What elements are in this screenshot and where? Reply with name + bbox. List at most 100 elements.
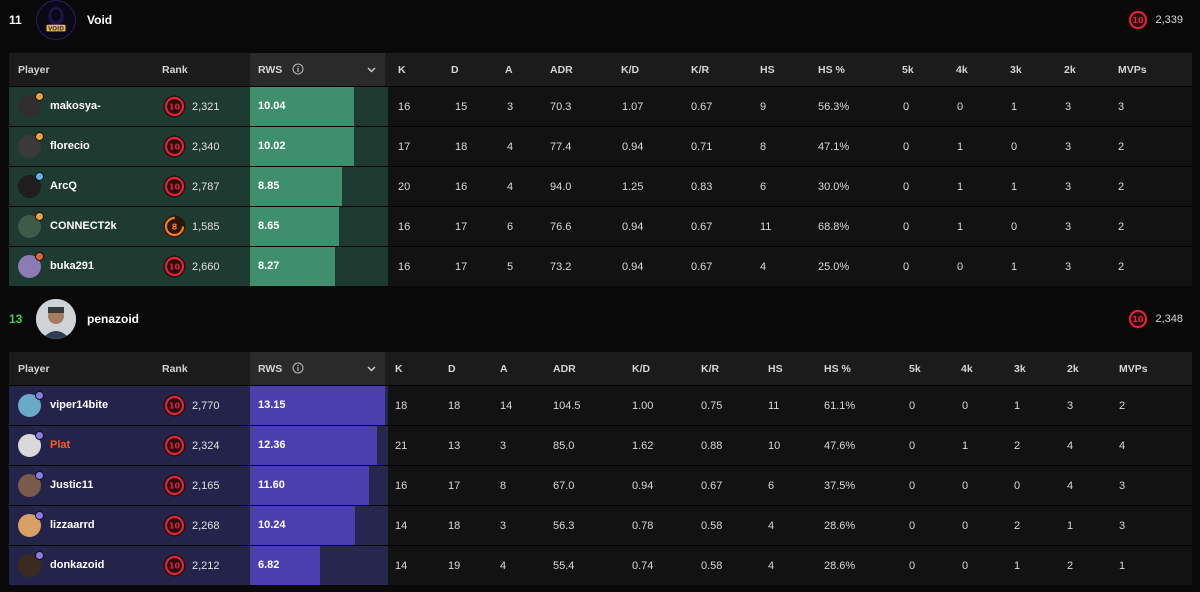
col-rws[interactable]: RWS bbox=[258, 363, 283, 375]
avatar[interactable] bbox=[18, 434, 41, 457]
avatar[interactable] bbox=[18, 215, 41, 238]
col-4k[interactable]: 4k bbox=[956, 64, 968, 76]
col-4k[interactable]: 4k bbox=[961, 363, 973, 375]
player-name[interactable]: lizzaarrd bbox=[50, 519, 95, 531]
player-name[interactable]: florecio bbox=[50, 140, 90, 152]
stat-kd: 1.07 bbox=[622, 101, 644, 113]
skill-level-icon: 8 bbox=[163, 215, 186, 238]
rws-bar bbox=[250, 386, 385, 425]
rws-column-header[interactable] bbox=[250, 53, 385, 86]
col-d[interactable]: D bbox=[448, 363, 456, 375]
stat-d: 17 bbox=[455, 221, 468, 233]
stat-hs: 9 bbox=[760, 101, 767, 113]
col-k[interactable]: K bbox=[398, 64, 406, 76]
col-kd[interactable]: K/D bbox=[632, 363, 651, 375]
col-5k[interactable]: 5k bbox=[909, 363, 921, 375]
stat-k: 18 bbox=[395, 400, 408, 412]
stat-k2: 1 bbox=[1067, 520, 1074, 532]
player-name[interactable]: Plat bbox=[50, 439, 71, 451]
col-a[interactable]: A bbox=[500, 363, 508, 375]
col-kd[interactable]: K/D bbox=[621, 64, 640, 76]
penazoid-avatar-icon bbox=[36, 299, 76, 339]
col-hs-pct[interactable]: HS % bbox=[818, 64, 845, 76]
info-icon[interactable] bbox=[292, 362, 304, 377]
info-icon[interactable] bbox=[292, 63, 304, 78]
team-score: 13 bbox=[9, 312, 23, 326]
player-name[interactable]: donkazoid bbox=[50, 559, 105, 571]
player-cell bbox=[9, 386, 250, 425]
avatar[interactable] bbox=[18, 255, 41, 278]
col-rank[interactable]: Rank bbox=[162, 363, 188, 375]
table-row: Plat 10 2,324 12.36 21 13 3 85.0 1.62 0.88 10 47.6%… bbox=[9, 425, 1192, 465]
rws-column-header[interactable] bbox=[250, 352, 385, 385]
player-name[interactable]: ArcQ bbox=[50, 180, 77, 192]
col-3k[interactable]: 3k bbox=[1014, 363, 1026, 375]
rws-value: 8.85 bbox=[258, 180, 280, 192]
stat-kr: 0.83 bbox=[691, 181, 713, 193]
team-avatar[interactable]: VOID bbox=[36, 0, 76, 40]
team-name[interactable]: Void bbox=[87, 13, 113, 27]
player-cell bbox=[9, 87, 250, 126]
player-elo: 2,268 bbox=[192, 519, 220, 532]
col-k[interactable]: K bbox=[395, 363, 403, 375]
stat-mvps: 2 bbox=[1119, 400, 1126, 412]
col-rws[interactable]: RWS bbox=[258, 64, 283, 76]
col-kr[interactable]: K/R bbox=[701, 363, 720, 375]
rws-cell: 10.04 bbox=[250, 87, 388, 126]
col-5k[interactable]: 5k bbox=[902, 64, 914, 76]
avatar[interactable] bbox=[18, 514, 41, 537]
rws-cell: 10.24 bbox=[250, 506, 388, 545]
chevron-down-icon[interactable] bbox=[367, 364, 376, 376]
avatar[interactable] bbox=[18, 394, 41, 417]
chevron-down-icon[interactable] bbox=[367, 65, 376, 77]
table-row: CONNECT2k 8 1,585 8.65 16 17 6 76.6 0.94 0.67 11 68… bbox=[9, 206, 1192, 246]
col-adr[interactable]: ADR bbox=[553, 363, 576, 375]
player-rank: 10 2,324 bbox=[163, 434, 220, 457]
player-name[interactable]: makosya- bbox=[50, 100, 101, 112]
col-mvps[interactable]: MVPs bbox=[1118, 64, 1147, 76]
membership-badge-icon bbox=[35, 252, 44, 261]
col-hs[interactable]: HS bbox=[760, 64, 775, 76]
col-2k[interactable]: 2k bbox=[1064, 64, 1076, 76]
stat-hsp: 28.6% bbox=[824, 520, 856, 532]
col-3k[interactable]: 3k bbox=[1010, 64, 1022, 76]
player-name[interactable]: viper14bite bbox=[50, 399, 109, 411]
avatar[interactable] bbox=[18, 95, 41, 118]
team-avatar[interactable] bbox=[36, 299, 76, 339]
stat-kd: 0.94 bbox=[622, 261, 644, 273]
col-rank[interactable]: Rank bbox=[162, 64, 188, 76]
stat-hs: 11 bbox=[768, 400, 780, 412]
col-hs-pct[interactable]: HS % bbox=[824, 363, 851, 375]
svg-text:8: 8 bbox=[172, 223, 178, 232]
avatar[interactable] bbox=[18, 474, 41, 497]
table-header: Player Rank RWS K D A ADR K/D K/R HS HS … bbox=[9, 53, 1192, 86]
stat-d: 16 bbox=[455, 181, 468, 193]
avatar[interactable] bbox=[18, 554, 41, 577]
level-badge-icon: 10 bbox=[1127, 9, 1149, 31]
table-row: Justic11 10 2,165 11.60 16 17 8 67.0 0.94 0.67 6 37… bbox=[9, 465, 1192, 505]
col-adr[interactable]: ADR bbox=[550, 64, 573, 76]
col-mvps[interactable]: MVPs bbox=[1119, 363, 1148, 375]
team-score: 11 bbox=[9, 13, 22, 27]
col-hs[interactable]: HS bbox=[768, 363, 783, 375]
svg-text:10: 10 bbox=[169, 442, 181, 451]
team-elo: 10 2,339 bbox=[1127, 9, 1183, 31]
membership-badge-icon bbox=[35, 212, 44, 221]
stat-k3: 1 bbox=[1011, 181, 1018, 193]
col-kr[interactable]: K/R bbox=[691, 64, 710, 76]
player-name[interactable]: Justic11 bbox=[50, 479, 94, 491]
stat-mvps: 2 bbox=[1118, 261, 1125, 273]
player-name[interactable]: CONNECT2k bbox=[50, 220, 117, 232]
col-2k[interactable]: 2k bbox=[1067, 363, 1079, 375]
team-header-penazoid: 13 penazoid 10 2,348 bbox=[0, 299, 1200, 339]
col-a[interactable]: A bbox=[505, 64, 513, 76]
col-player[interactable]: Player bbox=[18, 363, 50, 375]
col-player[interactable]: Player bbox=[18, 64, 50, 76]
avatar[interactable] bbox=[18, 175, 41, 198]
avatar[interactable] bbox=[18, 135, 41, 158]
col-d[interactable]: D bbox=[451, 64, 459, 76]
team-name[interactable]: penazoid bbox=[87, 312, 140, 326]
membership-badge-icon bbox=[35, 391, 44, 400]
player-name[interactable]: buka291 bbox=[50, 260, 95, 272]
team-elo-value: 2,339 bbox=[1155, 14, 1183, 26]
